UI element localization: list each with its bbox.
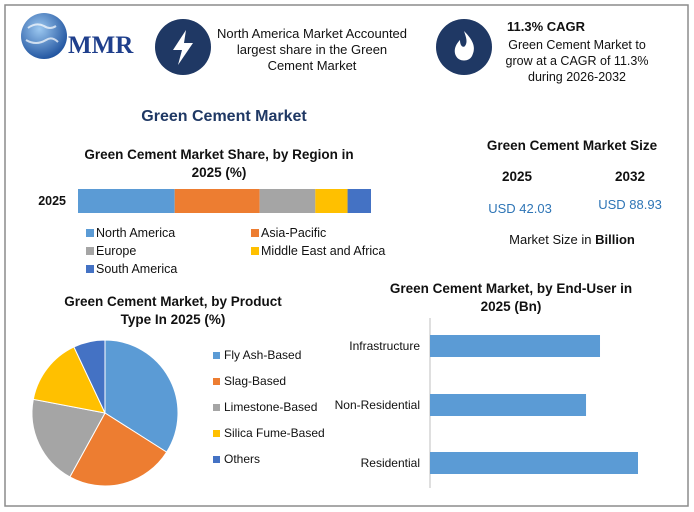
size-year: 2032 (614, 169, 646, 184)
legend-label: Silica Fume-Based (224, 426, 325, 440)
y-tick-label: 2025 (38, 194, 66, 208)
bar-segment (259, 189, 316, 213)
legend-swatch (213, 404, 220, 411)
y-tick-label: Residential (360, 456, 420, 470)
frame (4, 4, 689, 507)
pie-slice (32, 346, 106, 414)
flame-icon (436, 19, 492, 75)
bar (430, 335, 601, 357)
legend-label: Asia-Pacific (261, 226, 327, 240)
pie-slice (69, 412, 168, 487)
legend-swatch (251, 229, 259, 237)
lightning-icon (155, 19, 211, 75)
size-year: 2025 (501, 169, 533, 184)
legend-label: Slag-Based (224, 374, 287, 388)
y-tick-label: Infrastructure (349, 339, 420, 353)
highlight-text: North America Market Accounted largest s… (216, 26, 408, 73)
chart-title: Green Cement Market, by Product Type In … (64, 294, 282, 327)
size-value: USD 88.93 (598, 197, 662, 212)
legend-label: Europe (96, 244, 137, 258)
legend-label: Middle East and Africa (261, 244, 386, 258)
size-note: Market Size in Billion (470, 232, 674, 248)
legend-swatch (251, 247, 259, 255)
legend-swatch (86, 265, 94, 273)
legend-label: Others (224, 452, 261, 466)
logo-text: MMR (68, 32, 134, 59)
highlight-text: Green Cement Market to grow at a CAGR of… (505, 38, 649, 84)
main-title: Green Cement Market (141, 108, 307, 125)
legend-label: North America (96, 226, 176, 240)
size-unit: Billion (595, 232, 635, 247)
bar (430, 394, 587, 416)
legend-swatch (213, 456, 220, 463)
size-title: Green Cement Market Size (486, 138, 658, 153)
legend-label: Fly Ash-Based (224, 348, 302, 362)
legend-label: Limestone-Based (224, 400, 318, 414)
bar-segment (78, 189, 175, 213)
legend-swatch (86, 229, 94, 237)
chart-title: Green Cement Market Share, by Region in … (84, 147, 354, 180)
pie-slice (31, 398, 106, 478)
y-tick-label: Non-Residential (334, 398, 420, 412)
size-note-text: Market Size in (509, 232, 592, 247)
chart-title: Green Cement Market, by End-User in 2025… (389, 281, 633, 314)
highlight-title: 11.3% CAGR (507, 19, 586, 34)
pie-slice (73, 339, 106, 414)
logo-globe (21, 13, 67, 59)
bar-segment (174, 189, 260, 213)
bar (430, 452, 638, 474)
bar-segment (347, 189, 371, 213)
bar-segment (315, 189, 348, 213)
legend-swatch (213, 378, 220, 385)
legend-swatch (213, 352, 220, 359)
legend-swatch (86, 247, 94, 255)
legend-label: South America (96, 262, 178, 276)
size-value: USD 42.03 (488, 201, 552, 216)
legend-swatch (213, 430, 220, 437)
